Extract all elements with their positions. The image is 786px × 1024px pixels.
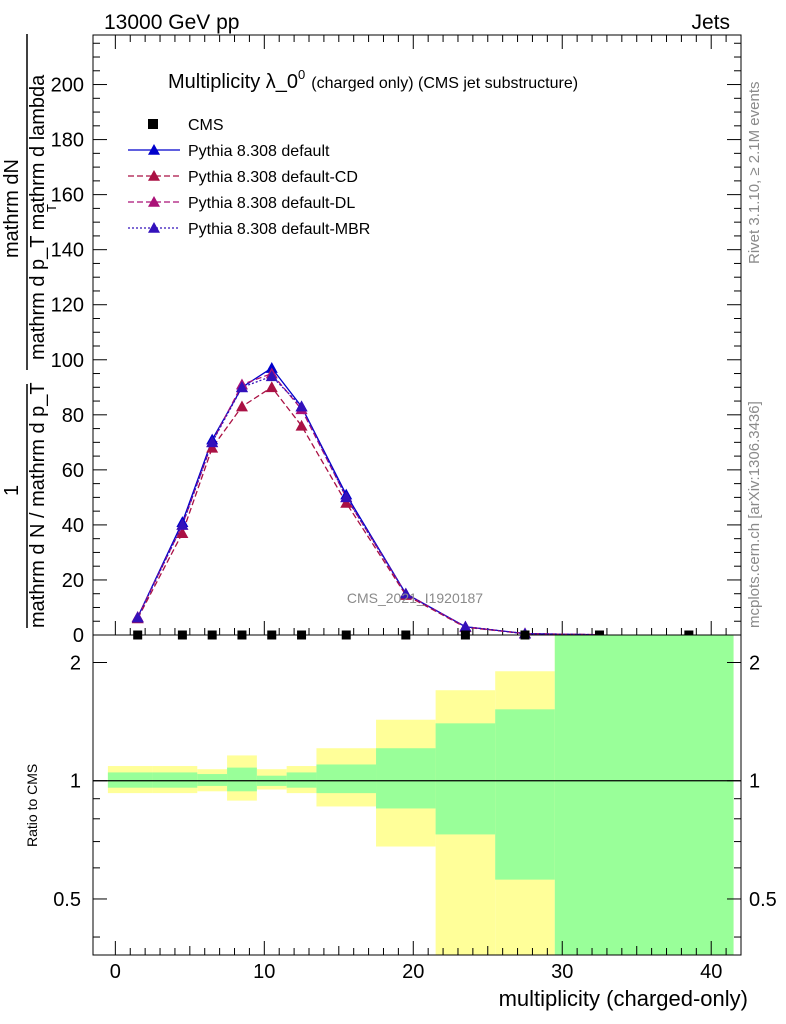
legend-label-0: CMS: [188, 117, 224, 134]
series-1-point: [176, 527, 189, 538]
x-tick-label: 20: [402, 961, 424, 983]
main-y-axis-label: mathrm dN mathrm d p_T mathrm d lambda T…: [1, 34, 59, 628]
ratio-band-inner-8: [435, 723, 496, 835]
series-3-point: [265, 370, 278, 382]
series-1-point: [340, 496, 353, 508]
mcplots-label: mcplots.cern.ch [arXiv:1306.3436]: [746, 401, 763, 628]
ratio-band-inner-7: [376, 748, 436, 809]
main-y-tick-label: 100: [51, 350, 84, 372]
main-y-tick-label: 80: [62, 405, 84, 427]
legend-marker-2: [148, 170, 160, 181]
series-3-point: [176, 518, 189, 530]
legend-marker-cms: [148, 119, 158, 129]
ratio-band-inner-5: [286, 772, 317, 788]
chart-title: Multiplicity λ_00 (charged only) (CMS jet…: [168, 67, 578, 93]
ratio-y-tick-label-right: 2: [749, 653, 760, 675]
ratio-band-inner-1: [152, 772, 198, 788]
ratio-band-inner-6: [316, 764, 377, 794]
series-1-point: [235, 400, 248, 412]
ratio-frame: [92, 634, 742, 956]
ratio-axes: 0.5 0.51 12 20 10 20 30 40: [53, 634, 777, 983]
ratio-bands: [93, 635, 741, 955]
series-3-point: [399, 587, 412, 599]
legend-label-4: Pythia 8.308 default-MBR: [188, 221, 370, 238]
chart-title-superscript: 0: [298, 67, 305, 82]
ratio-y-tick-label: 0.5: [53, 889, 81, 911]
y-label-denominator-bottom: mathrm d N / mathrm d p_T: [27, 382, 49, 628]
ratio-panel: 0.5 0.51 12 20 10 20 30 40 Ratio to CMS multipl…: [24, 634, 777, 1011]
series-1-point: [295, 419, 308, 431]
ratio-y-tick-label: 2: [70, 653, 81, 675]
header-energy-label: 13000 GeV pp: [104, 11, 239, 34]
main-y-tick-label: 200: [51, 75, 84, 97]
main-axes: 0 20 40 60 80 100 120 140 160 180 200: [51, 34, 742, 647]
legend-marker-1: [148, 144, 160, 155]
series-3-point: [206, 436, 219, 448]
series-3-point: [131, 611, 144, 623]
series-3-point: [459, 620, 472, 632]
main-y-tick-label: 0: [73, 625, 84, 647]
ratio-band-inner-10: [554, 635, 734, 955]
y-label-one: 1: [1, 485, 23, 496]
series-line-3: [137, 375, 600, 636]
watermark-label: CMS_2021_I1920187: [347, 590, 483, 606]
rivet-version-label: Rivet 3.1.10, ≥ 2.1M events: [746, 82, 763, 265]
legend-marker-4: [148, 222, 160, 233]
main-y-tick-label: 60: [62, 460, 84, 482]
y-label-numerator: mathrm dN: [1, 159, 23, 258]
ratio-y-tick-label-right: 0.5: [749, 889, 777, 911]
legend: CMS Pythia 8.308 default Pythia 8.308 defa…: [128, 117, 370, 238]
main-series-group: [131, 362, 694, 640]
main-y-tick-label: 20: [62, 570, 84, 592]
series-3-point: [235, 381, 248, 393]
main-y-tick-label: 120: [51, 295, 84, 317]
series-1-point: [206, 441, 219, 453]
legend-marker-3: [148, 196, 160, 207]
chart-title-main: Multiplicity λ_0: [168, 71, 298, 93]
main-panel: 0 20 40 60 80 100 120 140 160 180 200 CMS_2021_I19…: [1, 34, 742, 647]
legend-label-1: Pythia 8.308 default: [188, 143, 330, 160]
ratio-y-tick-label: 1: [70, 771, 81, 793]
x-tick-label: 10: [253, 961, 275, 983]
x-tick-label: 30: [551, 961, 573, 983]
main-y-tick-label: 160: [51, 185, 84, 207]
x-axis-label: multiplicity (charged-only): [499, 986, 748, 1011]
legend-label-3: Pythia 8.308 default-DL: [188, 195, 355, 212]
main-y-tick-label: 140: [51, 240, 84, 262]
ratio-band-inner-3: [227, 767, 257, 792]
series-3-point: [295, 400, 308, 412]
legend-label-2: Pythia 8.308 default-CD: [188, 169, 358, 186]
x-tick-label: 40: [700, 961, 722, 983]
series-0-point: [265, 362, 278, 373]
ratio-band-inner-9: [495, 709, 555, 880]
ratio-band-inner-2: [197, 774, 228, 786]
ratio-y-tick-label-right: 1: [749, 771, 760, 793]
series-1-point: [265, 381, 278, 393]
chart-title-tail: (charged only) (CMS jet substructure): [311, 75, 578, 92]
y-label-subscript: T: [44, 204, 59, 212]
main-y-tick-label: 40: [62, 515, 84, 537]
x-tick-label: 0: [110, 961, 121, 983]
series-3-point: [340, 491, 353, 503]
ratio-band-inner-0: [107, 772, 153, 788]
y-label-denominator-top: mathrm d p_T mathrm d lambda: [27, 74, 49, 360]
ratio-y-axis-label: Ratio to CMS: [24, 764, 40, 847]
main-y-tick-label: 180: [51, 130, 84, 152]
header-jets-label: Jets: [691, 11, 730, 34]
